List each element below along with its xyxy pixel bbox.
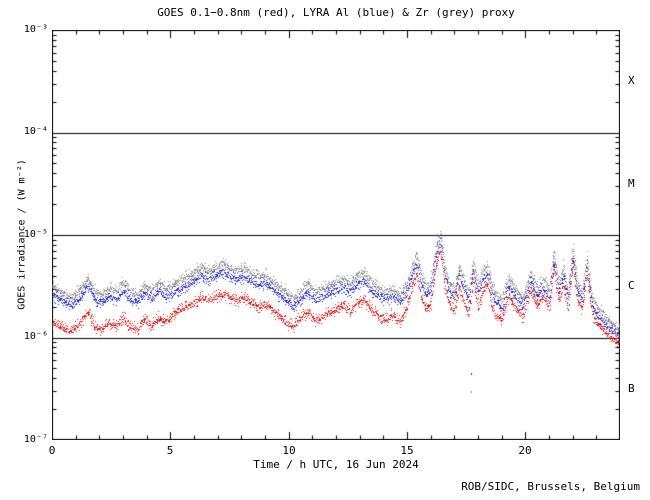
y-tick-label-1e-7: 10⁻⁷ [23, 434, 48, 445]
y-tick-label-1e-4: 10⁻⁴ [23, 126, 48, 137]
x-tick-label-5: 5 [166, 444, 174, 457]
x-tick-label-20: 20 [518, 444, 532, 457]
chart-title: GOES 0.1−0.8nm (red), LYRA Al (blue) & Z… [157, 6, 515, 19]
y-tick-label-1e-3: 10⁻³ [23, 24, 48, 35]
footer-credit: ROB/SIDC, Brussels, Belgium [461, 480, 640, 493]
y-axis-title: GOES irradiance / (W m⁻²) [16, 159, 28, 310]
x-tick-label-15: 15 [400, 444, 414, 457]
y-tick-label-1e-5: 10⁻⁵ [23, 229, 48, 240]
flare-class-label-x: X [628, 74, 635, 87]
x-tick-label-0: 0 [48, 444, 56, 457]
x-axis-title: Time / h UTC, 16 Jun 2024 [253, 458, 419, 471]
x-tick-label-10: 10 [282, 444, 296, 457]
flare-class-label-m: M [628, 177, 635, 190]
plot-canvas [52, 30, 620, 440]
flare-class-label-b: B [628, 382, 635, 395]
y-tick-label-1e-6: 10⁻⁶ [23, 331, 48, 342]
flare-class-label-c: C [628, 279, 635, 292]
